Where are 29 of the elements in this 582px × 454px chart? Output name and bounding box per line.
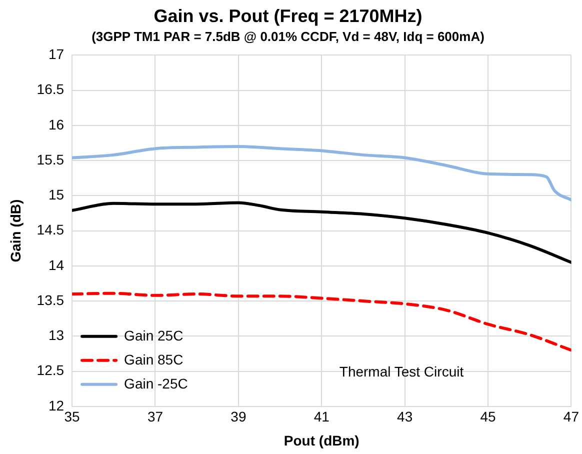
y-tick-label: 12.5	[36, 362, 64, 378]
y-tick-label: 14	[48, 256, 64, 273]
legend-label: Gain 25C	[124, 327, 184, 344]
chart-title: Gain vs. Pout (Freq = 2170MHz)	[154, 6, 422, 26]
x-tick-label: 41	[314, 408, 330, 425]
y-tick-label: 17	[48, 46, 64, 62]
y-tick-label: 15	[48, 186, 64, 203]
y-tick-label: 16	[48, 116, 64, 132]
annotation: Thermal Test Circuit	[339, 363, 464, 380]
x-tick-label: 45	[480, 408, 496, 425]
chart-subtitle: (3GPP TM1 PAR = 7.5dB @ 0.01% CCDF, Vd = 48V, Idq = 600mA)	[92, 28, 484, 44]
line-series	[72, 201, 572, 264]
y-tick-label: 16.5	[36, 81, 64, 98]
y-tick-label: 12	[48, 397, 64, 414]
line-series	[72, 292, 572, 352]
legend-label: Gain -25C	[124, 375, 188, 392]
y-tick-label: 15.5	[36, 151, 64, 168]
x-tick-label: 35	[64, 408, 80, 425]
x-tick-label: 47	[563, 408, 580, 425]
line-series	[72, 145, 572, 202]
y-tick-label: 13	[48, 327, 64, 344]
x-axis-title: Pout (dBm)	[284, 432, 360, 448]
y-tick-label: 13.5	[36, 292, 64, 308]
x-tick-label: 37	[147, 408, 164, 425]
x-tick-label: 43	[397, 408, 413, 425]
x-tick-label: 39	[230, 408, 246, 425]
legend-label: Gain 85C	[124, 351, 184, 368]
y-tick-label: 14.5	[36, 222, 64, 238]
y-axis-title: Gain (dB)	[7, 199, 24, 262]
